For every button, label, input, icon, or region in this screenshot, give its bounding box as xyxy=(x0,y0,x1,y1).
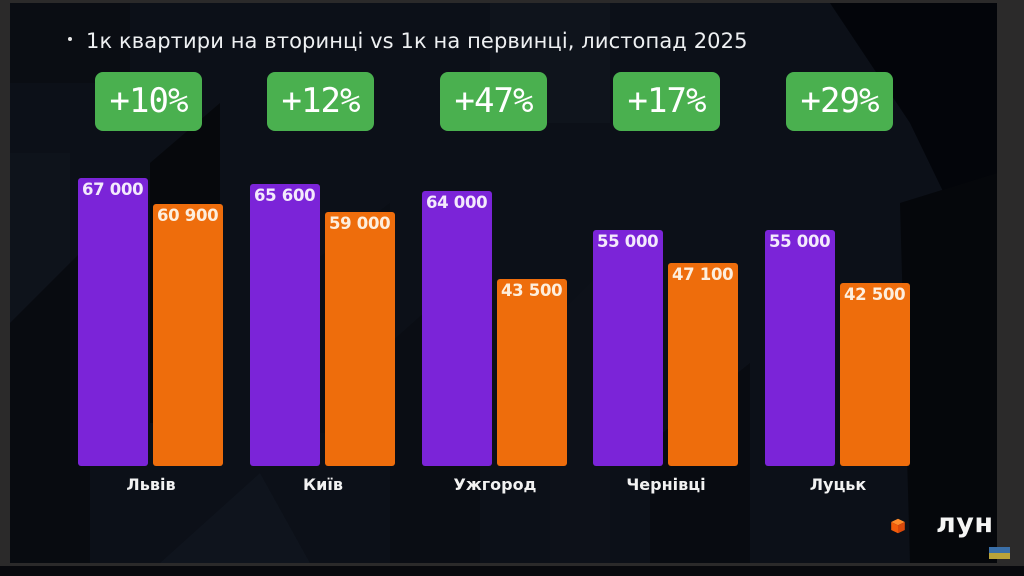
bar-value: 60 900 xyxy=(157,206,219,225)
bar-primary-uzhhorod: 43 500 xyxy=(497,279,567,466)
ukraine-watermark-icon xyxy=(989,547,1010,559)
bar-primary-lutsk: 42 500 xyxy=(840,283,910,466)
bar-value: 47 100 xyxy=(672,265,734,284)
city-label-chernivtsi: Чернівці xyxy=(626,475,706,494)
bar-secondary-uzhhorod: 64 000 xyxy=(422,191,492,466)
logo-text: ЛУН xyxy=(936,508,994,539)
bar-value: 55 000 xyxy=(769,232,831,251)
bar-value: 64 000 xyxy=(426,193,488,212)
diff-badge-kyiv: +12% xyxy=(267,72,374,131)
bar-secondary-lutsk: 55 000 xyxy=(765,230,835,466)
bar-secondary-kyiv: 65 600 xyxy=(250,184,320,466)
diff-badge-uzhhorod: +47% xyxy=(440,72,547,131)
city-label-lviv: Львів xyxy=(126,475,176,494)
diff-badge-lviv: +10% xyxy=(95,72,202,131)
city-label-lutsk: Луцьк xyxy=(809,475,867,494)
diff-badge-lutsk: +29% xyxy=(786,72,893,131)
bar-secondary-chernivtsi: 55 000 xyxy=(593,230,663,466)
bar-primary-chernivtsi: 47 100 xyxy=(668,263,738,466)
bar-value: 55 000 xyxy=(597,232,659,251)
bottom-frame xyxy=(0,566,1024,576)
slide-title: 1к квартири на вторинці vs 1к на первинц… xyxy=(68,29,748,53)
lun-cube-logo-icon xyxy=(891,518,905,534)
bar-value: 67 000 xyxy=(82,180,144,199)
bar-value: 59 000 xyxy=(329,214,391,233)
bullet-icon xyxy=(68,37,72,41)
bar-primary-kyiv: 59 000 xyxy=(325,212,395,466)
city-label-kyiv: Київ xyxy=(303,475,343,494)
bar-secondary-lviv: 67 000 xyxy=(78,178,148,466)
bar-value: 42 500 xyxy=(844,285,906,304)
bar-value: 43 500 xyxy=(501,281,563,300)
city-label-uzhhorod: Ужгород xyxy=(453,475,537,494)
bar-primary-lviv: 60 900 xyxy=(153,204,223,466)
slide: 1к квартири на вторинці vs 1к на первинц… xyxy=(10,3,997,563)
bar-value: 65 600 xyxy=(254,186,316,205)
slide-title-text: 1к квартири на вторинці vs 1к на первинц… xyxy=(86,29,748,53)
diff-badge-chernivtsi: +17% xyxy=(613,72,720,131)
